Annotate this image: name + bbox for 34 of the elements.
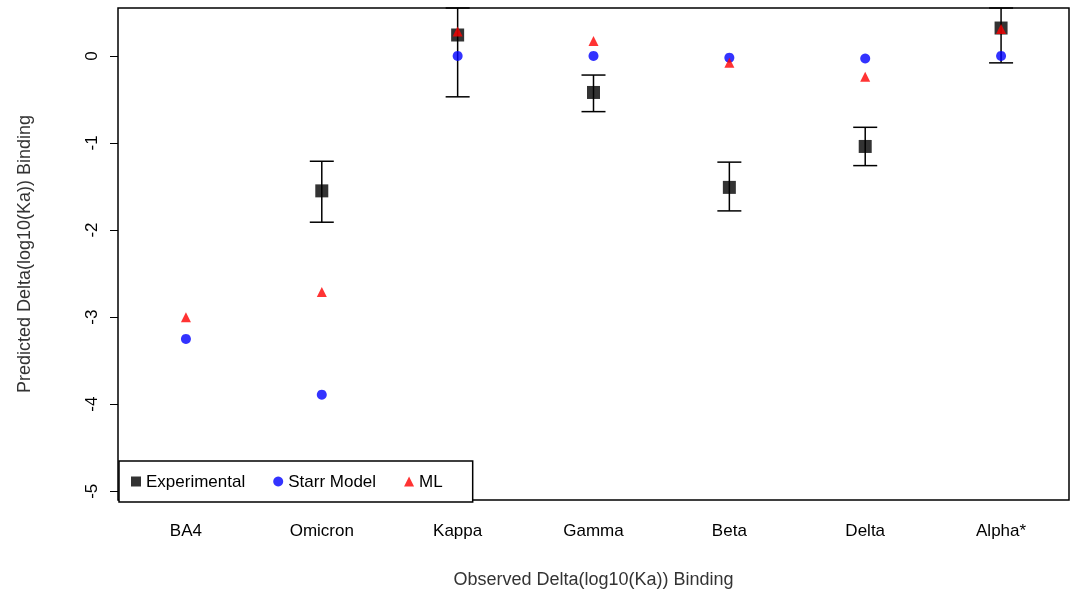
point: [722, 180, 736, 194]
point: [452, 26, 463, 37]
point: [996, 50, 1007, 61]
y-tick-label: -1: [82, 135, 101, 151]
x-tick-label: Kappa: [433, 521, 483, 540]
x-axis-title: Observed Delta(log10(Ka)) Binding: [453, 569, 734, 589]
legend-label: Experimental: [146, 472, 246, 491]
y-tick-label: -5: [82, 483, 101, 499]
x-tick-label: Alpha*: [976, 521, 1027, 540]
y-tick-label: -3: [82, 309, 101, 325]
point: [452, 50, 463, 61]
point: [180, 333, 191, 344]
x-tick-label: Gamma: [563, 521, 625, 540]
x-tick-label: BA4: [169, 521, 202, 540]
y-tick-label: 0: [82, 51, 101, 61]
point: [860, 71, 871, 82]
point: [860, 53, 871, 64]
x-tick-label: Omicron: [289, 521, 354, 540]
point: [315, 184, 329, 198]
point: [316, 286, 327, 297]
point: [858, 139, 872, 153]
legend-label: ML: [419, 472, 443, 491]
point: [587, 85, 600, 99]
x-tick-label: Beta: [711, 521, 748, 540]
legend-label: Starr Model: [288, 472, 377, 491]
point: [180, 312, 191, 323]
y-tick-label: -2: [82, 222, 101, 238]
y-axis-title: Predicted Delta(log10(Ka)) Binding: [14, 114, 34, 394]
point: [316, 389, 327, 400]
point: [588, 36, 599, 47]
point: [588, 50, 599, 61]
x-tick-label: Delta: [845, 521, 886, 540]
y-tick-label: -4: [82, 396, 101, 412]
point: [724, 57, 735, 68]
